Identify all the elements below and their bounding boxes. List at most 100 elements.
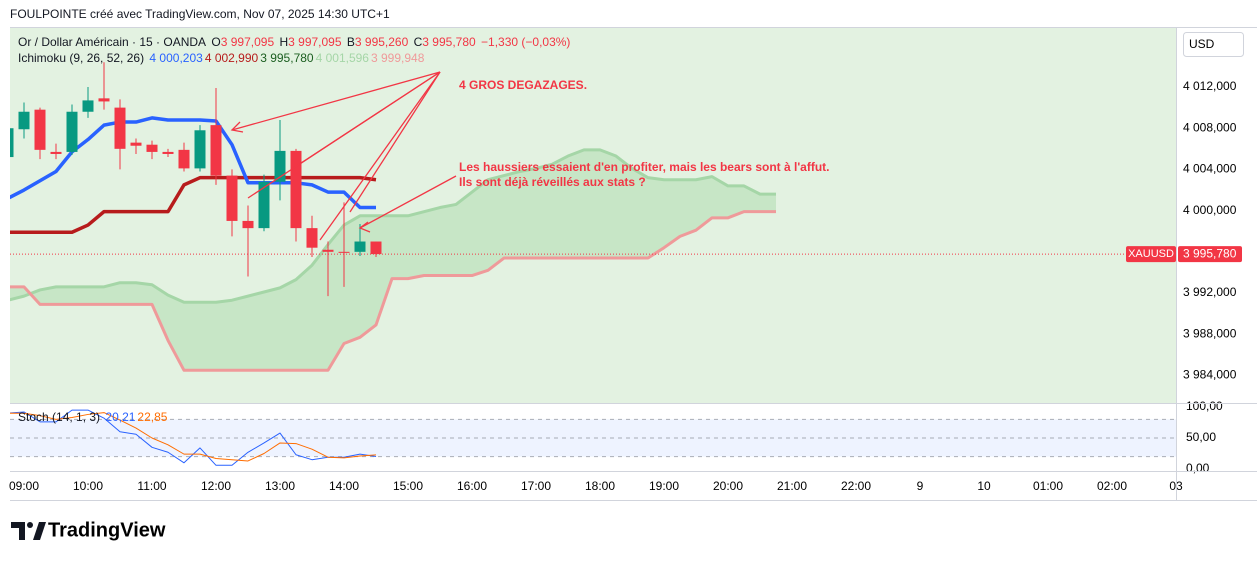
candle-body xyxy=(18,111,30,130)
arrow-head xyxy=(230,121,244,133)
ohlc-key: C xyxy=(413,35,423,49)
legend-stoch: Stoch (14, 1, 3) 20,21 22,85 xyxy=(18,409,169,425)
indicator-value: 4 002,990 xyxy=(204,51,259,65)
candle-body xyxy=(98,98,110,102)
ichimoku-line xyxy=(10,116,376,210)
x-tick-label: 12:00 xyxy=(201,479,231,493)
y-tick-label: 4 004,000 xyxy=(1183,162,1237,176)
candle-body xyxy=(258,181,270,229)
y-tick-label: 3 984,000 xyxy=(1183,368,1237,382)
indicator-value: 20,21 xyxy=(105,410,136,424)
y-tick-label: 4 000,000 xyxy=(1183,203,1237,217)
candle-body xyxy=(242,220,254,229)
arrow xyxy=(349,71,441,213)
arrow-head xyxy=(358,221,371,233)
price-pane xyxy=(10,62,1176,372)
y-tick-label: 4 012,000 xyxy=(1183,79,1237,93)
candle-body xyxy=(210,125,222,176)
x-tick-label: 9 xyxy=(917,479,924,493)
stoch-pane xyxy=(10,409,1176,466)
x-tick-label: 19:00 xyxy=(649,479,679,493)
candle-body xyxy=(130,142,142,146)
annotation: 4 GROS DEGAZAGES. xyxy=(459,78,587,92)
candle-body xyxy=(370,241,382,255)
x-tick-label: 21:00 xyxy=(777,479,807,493)
stoch-line xyxy=(10,409,377,466)
candle-body xyxy=(194,130,206,169)
price-tag-label: 3 995,780 xyxy=(1183,246,1237,260)
ohlc-value: 3 997,095 xyxy=(288,35,342,49)
x-tick-label: 09:00 xyxy=(9,479,39,493)
candle-body xyxy=(66,111,78,152)
x-tick-label: 17:00 xyxy=(521,479,551,493)
arrow xyxy=(297,71,441,166)
x-tick-label: 18:00 xyxy=(585,479,615,493)
candle-body xyxy=(290,150,302,229)
candle-body xyxy=(274,150,286,182)
candle-body xyxy=(162,151,174,154)
stoch-line xyxy=(10,412,377,462)
x-tick-label: 14:00 xyxy=(329,479,359,493)
arrow xyxy=(231,71,441,131)
ohlc-key: B xyxy=(346,35,355,49)
currency[interactable]: USD xyxy=(1189,37,1215,51)
logo-mark xyxy=(11,522,46,540)
axes: 4 012,000 4 008,000 4 004,000 4 000,000 3 99… xyxy=(9,79,1242,493)
candle-body xyxy=(354,241,366,252)
ichimoku-line xyxy=(10,210,776,372)
indicator-name[interactable]: Ichimoku (9, 26, 52, 26) xyxy=(18,51,145,65)
ohlc-key: O xyxy=(211,35,221,49)
x-tick-label: 11:00 xyxy=(137,479,166,493)
candle-body xyxy=(178,149,190,169)
ohlc-value: 3 995,260 xyxy=(354,35,409,49)
y-tick-label: 4 008,000 xyxy=(1183,120,1237,134)
legend-ichimoku: Ichimoku (9, 26, 52, 26) 4 000,203 4 002,… xyxy=(18,50,426,66)
y-tick-label: 3 992,000 xyxy=(1183,285,1237,299)
y-tick-label: 0,00 xyxy=(1186,461,1210,475)
x-tick-label: 10:00 xyxy=(73,479,103,493)
ohlc-value: 3 995,780 xyxy=(422,35,476,49)
legend-price: Or / Dollar Américain · 15 · OANDA O 3 99… xyxy=(18,34,572,50)
candle-body xyxy=(34,109,46,150)
indicator-value: 3 995,780 xyxy=(260,51,314,65)
indicator-value: 3 999,948 xyxy=(370,51,425,65)
annotation-arrows xyxy=(230,71,457,241)
candle-body xyxy=(10,128,14,158)
x-tick-label: 16:00 xyxy=(457,479,487,493)
symbol-title[interactable]: Or / Dollar Américain · 15 · OANDA xyxy=(18,35,207,49)
y-tick-label: 3 988,000 xyxy=(1183,326,1237,340)
x-tick-label: 20:00 xyxy=(713,479,743,493)
y-tick-label: 50,00 xyxy=(1186,430,1216,444)
candle-body xyxy=(82,100,94,112)
indicator-value: 4 000,203 xyxy=(149,51,203,65)
symbol-tag-label: XAUUSD xyxy=(1128,248,1174,260)
x-tick-label: 22:00 xyxy=(841,479,871,493)
price-tag xyxy=(1178,246,1242,263)
indicator-name[interactable]: Stoch (14, 1, 3) xyxy=(18,410,101,424)
candle-body xyxy=(114,107,126,149)
currency-box[interactable] xyxy=(1183,32,1244,57)
annotation: Les haussiers essaient d'en profiter, ma… xyxy=(459,160,830,174)
indicator-value: 22,85 xyxy=(137,410,168,424)
header: FOULPOINTE créé avec TradingView.com, No… xyxy=(10,7,390,21)
y-tick-label: 100,00 xyxy=(1186,399,1223,413)
ohlc-key: H xyxy=(279,35,289,49)
arrow xyxy=(359,175,457,229)
x-tick-label: 15:00 xyxy=(393,479,423,493)
ichimoku-line xyxy=(10,175,377,235)
ichimoku-line xyxy=(10,148,776,304)
annotation: Ils sont déjà réveillés aux stats ? xyxy=(459,175,646,189)
change: −1,330 (−0,03%) xyxy=(481,35,571,49)
x-tick-label: 02:00 xyxy=(1097,479,1127,493)
candle-body xyxy=(306,228,318,248)
level-band xyxy=(10,419,1176,457)
indicator-value: 4 001,596 xyxy=(315,51,369,65)
candle-body xyxy=(226,175,238,221)
candle-body xyxy=(146,144,158,152)
arrow xyxy=(319,71,441,241)
x-tick-label: 10 xyxy=(977,479,991,493)
ichimoku-cloud xyxy=(10,149,776,371)
plot-background xyxy=(10,28,1176,403)
